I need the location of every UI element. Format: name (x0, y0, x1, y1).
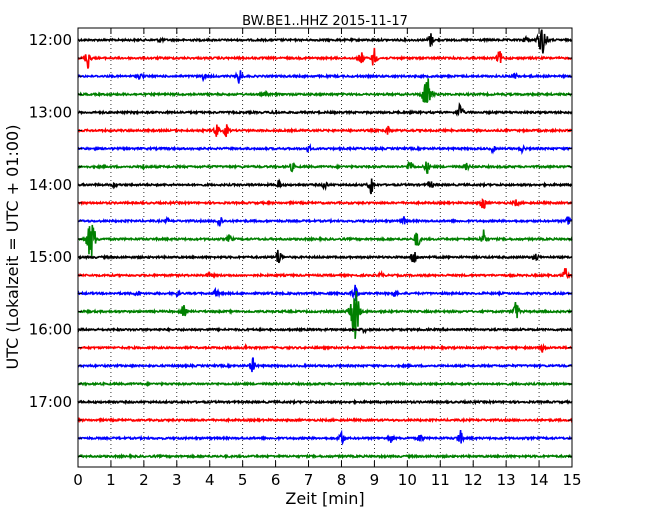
trace-1315 (77, 124, 573, 138)
y-tick-label-0: 12:00 (29, 31, 72, 49)
trace-1245 (77, 78, 573, 103)
trace-1515 (77, 268, 573, 280)
x-tick-label-2: 2 (139, 471, 149, 489)
x-tick-label-9: 9 (370, 471, 380, 489)
x-tick-label-12: 12 (464, 471, 483, 489)
trace-1545 (77, 290, 573, 339)
trace-1400 (77, 178, 573, 195)
trace-1230 (77, 70, 573, 84)
x-tick-label-13: 13 (497, 471, 516, 489)
x-tick-label-10: 10 (398, 471, 417, 489)
x-tick-label-6: 6 (271, 471, 281, 489)
trace-1415 (77, 198, 573, 210)
trace-1730 (77, 429, 573, 446)
trace-1500 (77, 249, 573, 264)
x-tick-labels: 0 1 2 3 4 5 6 7 8 9 10 11 12 13 14 15 (73, 471, 581, 489)
trace-1215 (77, 47, 573, 69)
trace-1330 (77, 142, 573, 155)
seismic-traces (77, 29, 573, 460)
x-axis-label: Zeit [min] (285, 489, 364, 508)
x-tick-label-1: 1 (106, 471, 116, 489)
x-tick-label-15: 15 (562, 471, 581, 489)
y-axis-label: UTC (Lokalzeit = UTC + 01:00) (3, 125, 22, 370)
y-tick-label-2: 14:00 (29, 176, 72, 194)
axis-ticks (77, 28, 573, 467)
trace-1345 (77, 160, 573, 175)
x-tick-label-7: 7 (304, 471, 314, 489)
trace-1200 (77, 29, 573, 54)
x-tick-label-8: 8 (337, 471, 347, 489)
trace-1745 (77, 452, 573, 460)
x-tick-label-14: 14 (530, 471, 549, 489)
y-tick-labels: 12:00 13:00 14:00 15:00 16:00 17:00 (29, 31, 72, 411)
y-tick-label-3: 15:00 (29, 248, 72, 266)
trace-1715 (77, 416, 573, 424)
y-tick-label-4: 16:00 (29, 321, 72, 339)
x-tick-label-11: 11 (431, 471, 450, 489)
x-tick-label-3: 3 (172, 471, 182, 489)
trace-1445 (77, 224, 573, 257)
y-tick-label-5: 17:00 (29, 393, 72, 411)
x-tick-label-4: 4 (205, 471, 215, 489)
x-tick-label-0: 0 (73, 471, 83, 489)
trace-1630 (77, 357, 573, 373)
trace-1600 (77, 326, 573, 335)
plot-frame (77, 27, 573, 468)
trace-1430 (77, 215, 573, 227)
trace-1645 (77, 380, 573, 388)
chart-title: BW.BE1..HHZ 2015-11-17 (242, 14, 408, 29)
trace-1530 (77, 284, 573, 302)
trace-1615 (77, 342, 573, 353)
trace-1300 (77, 101, 573, 117)
y-tick-label-1: 13:00 (29, 103, 72, 121)
trace-1700 (77, 398, 573, 406)
x-tick-label-5: 5 (238, 471, 248, 489)
